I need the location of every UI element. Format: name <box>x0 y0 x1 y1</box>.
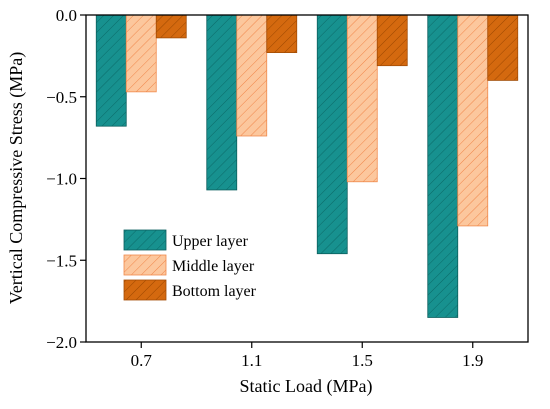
legend-label: Middle layer <box>172 258 255 275</box>
legend: Upper layer Middle layer Bottom layer <box>123 229 257 301</box>
bar-middle-layer-1.5 <box>346 14 378 183</box>
x-tick-label: 0.7 <box>131 351 153 370</box>
x-tick-label: 1.9 <box>462 351 483 370</box>
bar-upper-layer-1.1 <box>206 14 238 191</box>
y-axis-title: Vertical Compressive Stress (MPa) <box>6 52 27 304</box>
bar-upper-layer-1.5 <box>316 14 348 255</box>
y-tick-label: −0.5 <box>46 88 77 107</box>
legend-swatch <box>123 254 167 276</box>
bar-upper-layer-1.9 <box>427 14 459 318</box>
ticks-group: 0.0 −0.5 −1.0 −1.5 −2.0 0.7 1.1 1.5 1.9 <box>46 6 483 370</box>
bars-group <box>95 14 519 318</box>
bar-middle-layer-1.9 <box>457 14 489 227</box>
bar-bottom-layer-1.9 <box>487 14 519 81</box>
legend-label: Upper layer <box>172 233 249 250</box>
plot-frame <box>85 14 529 343</box>
bar-middle-layer-1.1 <box>236 14 268 137</box>
bar-bottom-layer-0.7 <box>155 14 187 39</box>
legend-item-bottom-layer: Bottom layer <box>123 279 257 301</box>
y-tick-label: 0.0 <box>56 6 77 25</box>
legend-swatch <box>123 229 167 251</box>
legend-item-middle-layer: Middle layer <box>123 254 255 276</box>
legend-swatch <box>123 279 167 301</box>
bar-bottom-layer-1.5 <box>376 14 408 67</box>
bar-bottom-layer-1.1 <box>266 14 298 54</box>
bar-middle-layer-0.7 <box>125 14 157 93</box>
y-tick-label: −1.5 <box>46 251 77 270</box>
legend-label: Bottom layer <box>172 283 257 300</box>
y-tick-label: −2.0 <box>46 333 77 352</box>
legend-item-upper-layer: Upper layer <box>123 229 249 251</box>
x-tick-label: 1.1 <box>241 351 262 370</box>
x-tick-label: 1.5 <box>352 351 373 370</box>
y-tick-label: −1.0 <box>46 170 77 189</box>
x-axis-title: Static Load (MPa) <box>240 376 373 397</box>
bar-upper-layer-0.7 <box>95 14 127 127</box>
